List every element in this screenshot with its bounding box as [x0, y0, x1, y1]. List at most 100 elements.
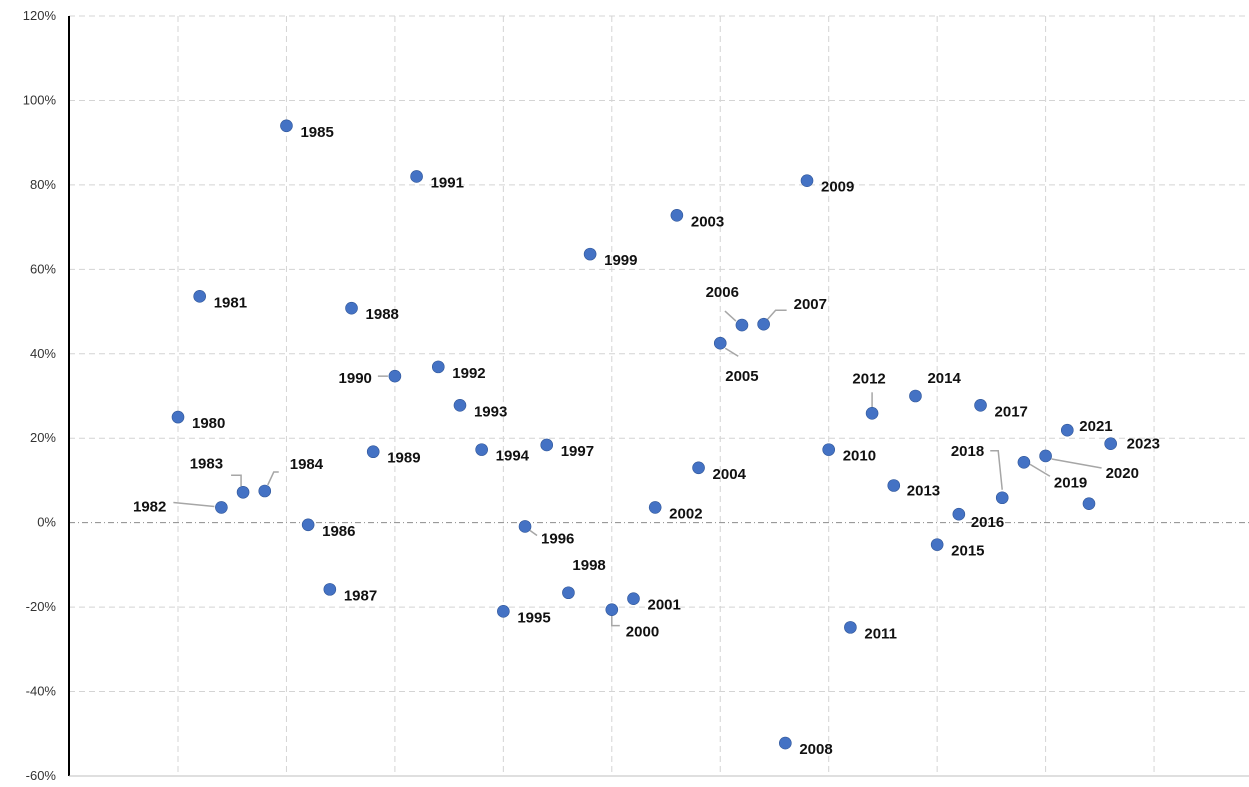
data-point [648, 501, 662, 514]
data-points [171, 119, 1117, 750]
data-point [1082, 497, 1096, 510]
data-point [605, 603, 619, 616]
y-tick-label: 120% [23, 8, 57, 23]
point-label: 2008 [799, 741, 832, 758]
data-point [497, 605, 510, 618]
point-label: 1991 [431, 174, 464, 191]
point-label: 2013 [907, 483, 940, 500]
y-tick-label: 40% [30, 346, 56, 361]
point-label: 2023 [1127, 436, 1160, 453]
data-point [345, 301, 358, 315]
point-label: 1992 [452, 365, 485, 382]
y-tick-label: 60% [30, 261, 56, 276]
point-label: 1980 [192, 415, 225, 432]
data-point [670, 208, 684, 222]
data-point [193, 290, 206, 303]
data-point [865, 407, 879, 420]
data-point [692, 461, 705, 475]
point-label: 1999 [604, 252, 637, 269]
point-label: 2000 [626, 624, 659, 641]
y-tick-label: 80% [30, 177, 56, 192]
point-label: 1998 [572, 557, 605, 574]
point-label: 1982 [133, 498, 166, 515]
point-label: 2015 [951, 543, 984, 560]
data-point [431, 360, 445, 374]
data-point [974, 398, 987, 412]
y-tick-label: -60% [26, 768, 57, 783]
data-point [735, 318, 749, 332]
leader-line [173, 501, 215, 508]
point-label: 1987 [344, 587, 377, 604]
point-label: 2020 [1106, 465, 1139, 482]
point-label: 2009 [821, 179, 854, 196]
leader-line [529, 529, 538, 537]
data-point [280, 119, 293, 133]
data-point [887, 479, 901, 492]
data-point [1104, 437, 1117, 451]
data-point [366, 445, 380, 459]
data-point [301, 518, 315, 532]
leader-line [724, 347, 739, 357]
data-point [215, 501, 228, 514]
point-label: 2012 [852, 370, 885, 387]
leader-line [724, 310, 737, 322]
data-point [1017, 455, 1031, 469]
leader-line [767, 309, 787, 320]
leader-line [611, 615, 620, 627]
data-point [323, 583, 337, 596]
data-point [779, 736, 792, 750]
point-label: 2001 [647, 597, 680, 614]
point-label: 2021 [1079, 418, 1112, 435]
point-label: 1989 [387, 450, 420, 467]
data-point [475, 443, 488, 456]
point-labels: 1980 1981 1982 1983 1984 1985 1986 1987 1988 1989… [133, 124, 1160, 758]
data-point [171, 410, 185, 424]
data-point [800, 174, 814, 187]
y-tick-label: 20% [30, 430, 56, 445]
data-point [583, 247, 597, 261]
point-label: 2004 [713, 466, 747, 483]
point-label: 1984 [290, 456, 324, 473]
leader-line [231, 474, 242, 487]
point-label: 2016 [971, 514, 1004, 531]
point-label: 1994 [496, 448, 530, 465]
label-leader-lines [173, 309, 1102, 627]
leader-line [1029, 463, 1051, 477]
point-label: 1981 [214, 294, 247, 311]
y-tick-label: -40% [26, 684, 57, 699]
y-tick-label: 0% [37, 515, 56, 530]
point-label: 2011 [864, 625, 897, 642]
y-tick-label: 100% [23, 92, 57, 107]
point-label: 2005 [725, 368, 758, 385]
point-label: 1985 [300, 124, 333, 141]
data-point [713, 336, 727, 350]
data-point [844, 621, 857, 634]
data-point [1039, 449, 1052, 463]
leader-line [990, 450, 1003, 490]
data-point [930, 538, 944, 551]
data-point [1060, 423, 1074, 437]
data-point [822, 443, 836, 456]
data-point [236, 485, 250, 499]
point-label: 2017 [995, 403, 1028, 420]
point-label: 1983 [190, 455, 223, 472]
data-point [410, 170, 423, 183]
y-axis-tick-labels: 120% 100% 80% 60% 40% 20% 0% -20% -40% -60% [23, 8, 57, 783]
point-label: 2007 [794, 296, 827, 313]
leader-line [1051, 458, 1102, 469]
axes [68, 16, 1249, 777]
point-label: 2018 [951, 443, 984, 460]
point-label: 1990 [339, 370, 372, 387]
data-point [453, 398, 467, 412]
point-label: 1986 [322, 523, 355, 540]
y-tick-label: -20% [26, 599, 57, 614]
point-label: 1997 [561, 443, 594, 460]
data-point [909, 389, 922, 403]
point-label: 2006 [706, 284, 739, 301]
data-point [995, 491, 1009, 505]
data-point [258, 484, 272, 498]
point-label: 1993 [474, 403, 507, 420]
leader-line [267, 471, 279, 486]
point-label: 2002 [669, 505, 702, 522]
